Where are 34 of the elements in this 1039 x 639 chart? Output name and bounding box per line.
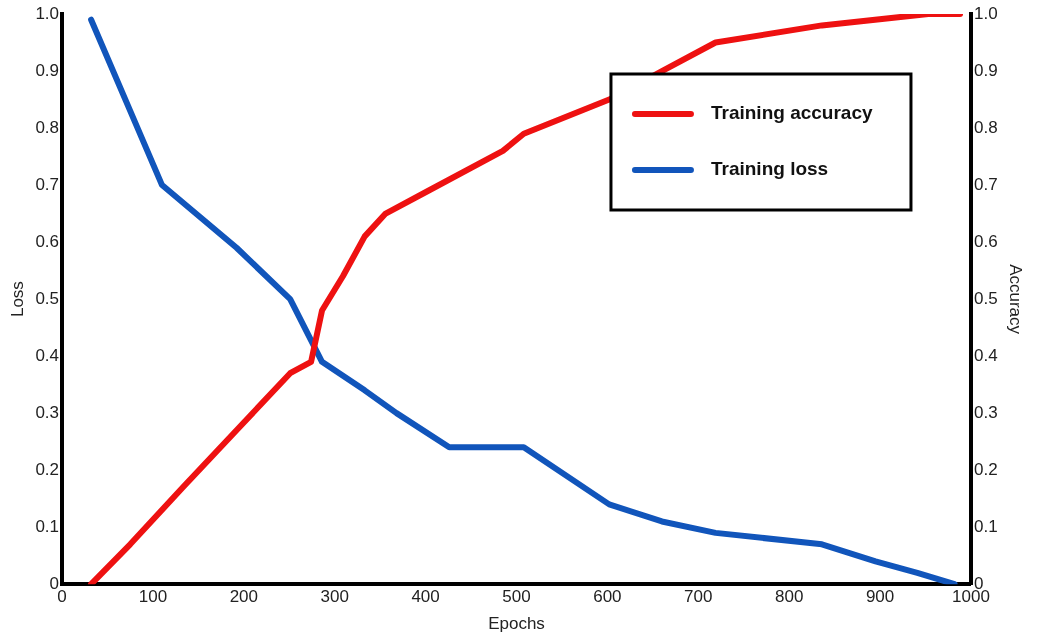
x-tick-label: 400 [411,587,440,607]
y-tick-label: 0.5 [35,288,60,308]
y2-tick-label: 0.3 [973,402,998,422]
legend-label: Training accuracy [710,102,873,124]
y-tick-label: 0.4 [35,345,60,365]
y2-tick-label: 0.1 [973,516,998,536]
y-tick-label: 1.0 [35,3,60,23]
x-axis-title: Epochs [488,614,545,634]
y2-tick-label: 0.7 [973,174,998,194]
y2-tick-label: 0.6 [973,231,998,251]
y2-tick-label: 0.9 [973,60,998,80]
legend-label: Training loss [710,158,829,180]
y-tick-label: 0.1 [35,516,60,536]
y2-tick-label: 0.5 [973,288,998,308]
y2-tick-label: 1.0 [973,3,998,23]
x-tick-label: 900 [865,587,895,607]
y2-tick-label: 0.8 [973,117,998,137]
y2-axis-title: Accuracy [1006,264,1026,335]
y2-tick-label: 0.4 [973,345,998,365]
x-tick-label: 200 [229,587,259,607]
x-tick-label: 600 [593,587,622,607]
y-axis-title: Loss [7,281,27,318]
y2-tick-label: 0.2 [973,459,998,479]
x-tick-label: 700 [684,587,713,607]
y-tick-label: 0.2 [35,459,60,479]
y-tick-label: 0.8 [35,117,60,137]
y-tick-label: 0.9 [35,60,60,80]
y-tick-label: 0.3 [35,402,60,422]
x-tick-label: 300 [320,587,349,607]
y-tick-label: 0.6 [35,231,60,251]
x-tick-label: 800 [774,587,804,607]
x-tick-label: 100 [138,587,168,607]
x-tick-label: 500 [502,587,531,607]
y-tick-label: 0.7 [35,174,60,194]
